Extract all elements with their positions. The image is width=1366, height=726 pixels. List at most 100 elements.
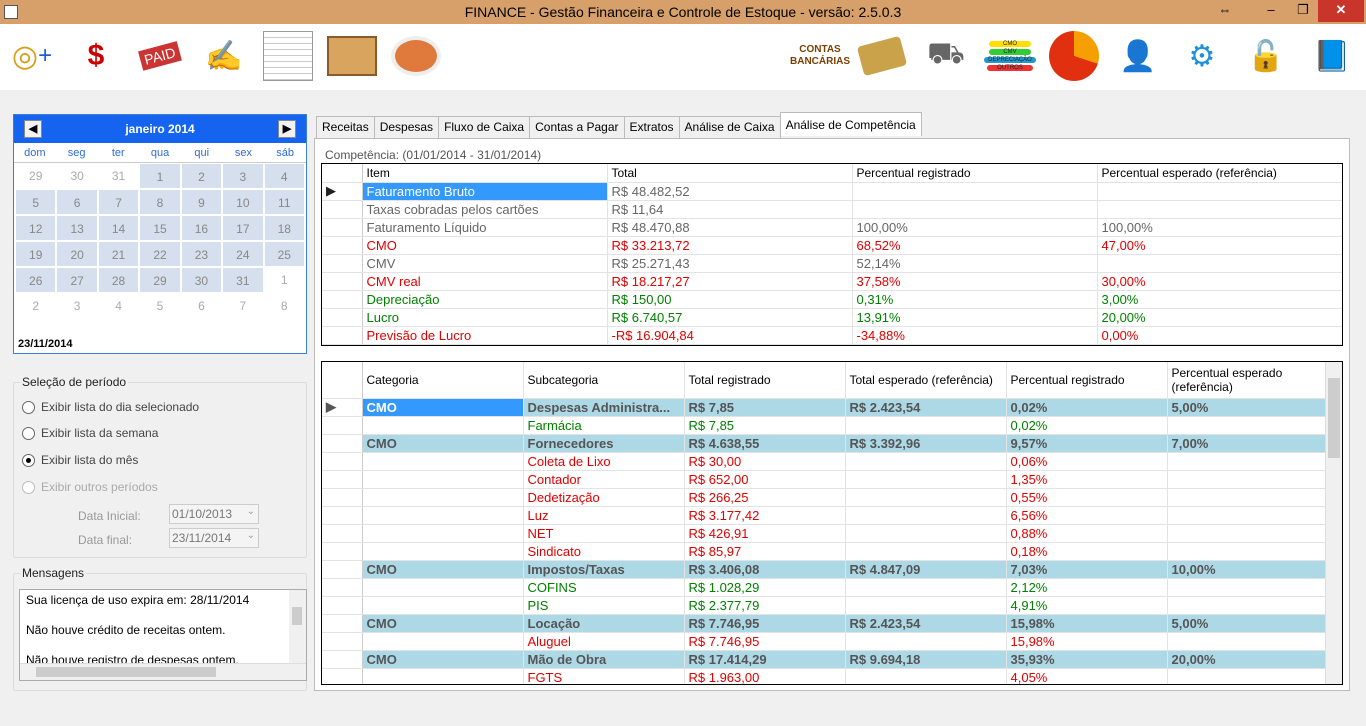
- calendar-day[interactable]: 2: [32, 299, 40, 313]
- cell-reg[interactable]: [852, 182, 1098, 201]
- cell-esp[interactable]: [845, 506, 1007, 525]
- calendar-day[interactable]: 27: [56, 267, 98, 293]
- cell-reg[interactable]: 7,03%: [1006, 560, 1168, 579]
- tab-fluxo-de-caixa[interactable]: Fluxo de Caixa: [438, 116, 531, 138]
- cell-total[interactable]: R$ 85,97: [684, 542, 846, 561]
- pie-chart-icon[interactable]: [1044, 26, 1104, 86]
- summary-row[interactable]: CMV R$ 25.271,43 52,14%: [322, 254, 1342, 273]
- cell-pesp[interactable]: [1167, 488, 1327, 507]
- summary-row[interactable]: Faturamento Líquido R$ 48.470,88 100,00% 10…: [322, 218, 1342, 237]
- cell-esp[interactable]: [845, 416, 1007, 435]
- summary-row[interactable]: Lucro R$ 6.740,57 13,91% 20,00%: [322, 308, 1342, 327]
- col-header[interactable]: Categoria: [362, 362, 524, 399]
- summary-row[interactable]: CMO R$ 33.213,72 68,52% 47,00%: [322, 236, 1342, 255]
- cell-sub[interactable]: NET: [523, 524, 685, 543]
- cell-total[interactable]: R$ 33.213,72: [607, 236, 853, 255]
- calendar-day[interactable]: 7: [97, 189, 140, 215]
- cell-reg[interactable]: 68,52%: [852, 236, 1098, 255]
- cell-pesp[interactable]: [1167, 632, 1327, 651]
- cell-reg[interactable]: 15,98%: [1006, 614, 1168, 633]
- cell-pesp[interactable]: [1167, 578, 1327, 597]
- summary-row[interactable]: Taxas cobradas pelos cartões R$ 11,64: [322, 200, 1342, 219]
- cell-sub[interactable]: Mão de Obra: [523, 650, 685, 669]
- cell-reg[interactable]: 0,55%: [1006, 488, 1168, 507]
- calendar-day[interactable]: 21: [97, 241, 140, 267]
- col-header[interactable]: Percentual registrado: [852, 164, 1098, 183]
- stock-box-icon[interactable]: [322, 26, 382, 86]
- summary-grid[interactable]: Item Total Percentual registrado Percent…: [321, 163, 1343, 346]
- cell-esp[interactable]: [845, 632, 1007, 651]
- calendar-day[interactable]: 13: [56, 215, 98, 241]
- cell-cat[interactable]: CMO: [362, 434, 524, 453]
- cell-item[interactable]: CMV: [362, 254, 608, 273]
- cell-cat[interactable]: [362, 470, 524, 489]
- cell-pesp[interactable]: 7,00%: [1167, 434, 1327, 453]
- subcategory-row[interactable]: COFINS R$ 1.028,29 2,12%: [322, 578, 1327, 597]
- calendar-day[interactable]: 3: [222, 163, 264, 189]
- cell-sub[interactable]: Impostos/Taxas: [523, 560, 685, 579]
- cell-item[interactable]: Faturamento Bruto: [362, 182, 608, 201]
- cell-esp[interactable]: [845, 668, 1007, 684]
- cell-esp[interactable]: 20,00%: [1097, 308, 1342, 327]
- cell-esp[interactable]: R$ 9.694,18: [845, 650, 1007, 669]
- tab-receitas[interactable]: Receitas: [316, 116, 375, 138]
- spreadsheet-icon[interactable]: [258, 26, 318, 86]
- subcategory-row[interactable]: PIS R$ 2.377,79 4,91%: [322, 596, 1327, 615]
- cell-reg[interactable]: 1,35%: [1006, 470, 1168, 489]
- cell-total[interactable]: R$ 150,00: [607, 290, 853, 309]
- calendar-day[interactable]: 28: [97, 267, 140, 293]
- cell-total[interactable]: R$ 3.177,42: [684, 506, 846, 525]
- tab-despesas[interactable]: Despesas: [373, 116, 440, 138]
- cell-esp[interactable]: R$ 4.847,09: [845, 560, 1007, 579]
- cell-esp[interactable]: 3,00%: [1097, 290, 1342, 309]
- cell-esp[interactable]: 47,00%: [1097, 236, 1342, 255]
- cell-pesp[interactable]: [1167, 596, 1327, 615]
- cell-sub[interactable]: Dedetização: [523, 488, 685, 507]
- cell-cat[interactable]: CMO: [362, 560, 524, 579]
- cell-pesp[interactable]: [1167, 470, 1327, 489]
- detail-vscroll[interactable]: [1325, 362, 1342, 684]
- cell-pesp[interactable]: [1167, 524, 1327, 543]
- cell-esp[interactable]: [845, 578, 1007, 597]
- cell-esp[interactable]: [845, 470, 1007, 489]
- tab-contas-a-pagar[interactable]: Contas a Pagar: [529, 116, 625, 138]
- cell-cat[interactable]: CMO: [362, 650, 524, 669]
- coins-add-icon[interactable]: ◎ +: [11, 39, 53, 73]
- cell-total[interactable]: R$ 7.746,95: [684, 632, 846, 651]
- calendar-day[interactable]: 8: [280, 299, 288, 313]
- radio-day[interactable]: Exibir lista do dia selecionado: [22, 400, 199, 414]
- cell-total[interactable]: R$ 7.746,95: [684, 614, 846, 633]
- cell-reg[interactable]: -34,88%: [852, 326, 1098, 345]
- cell-sub[interactable]: Coleta de Lixo: [523, 452, 685, 471]
- category-row[interactable]: CMO Mão de Obra R$ 17.414,29 R$ 9.694,18 35,…: [322, 650, 1327, 669]
- cell-reg[interactable]: 9,57%: [1006, 434, 1168, 453]
- calendar-day[interactable]: 4: [263, 163, 305, 189]
- cell-esp[interactable]: [845, 452, 1007, 471]
- cell-pesp[interactable]: 10,00%: [1167, 560, 1327, 579]
- calendar-day[interactable]: 31: [222, 267, 264, 293]
- cell-pesp[interactable]: 5,00%: [1167, 614, 1327, 633]
- maximize-button[interactable]: ❐: [1297, 2, 1309, 17]
- tab-extratos[interactable]: Extratos: [623, 116, 680, 138]
- food-plate-icon[interactable]: [386, 26, 446, 86]
- next-month-button[interactable]: ▶: [278, 120, 296, 138]
- cell-item[interactable]: Faturamento Líquido: [362, 218, 608, 237]
- calendar-day[interactable]: 9: [180, 189, 223, 215]
- cell-sub[interactable]: COFINS: [523, 578, 685, 597]
- cell-pesp[interactable]: [1167, 416, 1327, 435]
- cell-total[interactable]: R$ 18.217,27: [607, 272, 853, 291]
- cell-reg[interactable]: 0,02%: [1006, 398, 1168, 417]
- cell-total[interactable]: R$ 652,00: [684, 470, 846, 489]
- calendar-day[interactable]: 8: [139, 189, 181, 215]
- cell-reg[interactable]: 13,91%: [852, 308, 1098, 327]
- cell-total[interactable]: R$ 266,25: [684, 488, 846, 507]
- cell-sub[interactable]: PIS: [523, 596, 685, 615]
- cost-categories-icon[interactable]: CMO CMV DEPRECIAÇÃO OUTROS: [980, 26, 1040, 86]
- detail-grid[interactable]: Categoria Subcategoria Total registrado …: [321, 361, 1343, 685]
- category-row[interactable]: CMO Fornecedores R$ 4.638,55 R$ 3.392,96 9,5…: [322, 434, 1327, 453]
- cell-esp[interactable]: 0,00%: [1097, 326, 1342, 345]
- col-header[interactable]: Subcategoria: [523, 362, 685, 399]
- prev-month-button[interactable]: ◀: [24, 120, 42, 138]
- calendar-day[interactable]: 2: [180, 163, 223, 189]
- cell-sub[interactable]: Locação: [523, 614, 685, 633]
